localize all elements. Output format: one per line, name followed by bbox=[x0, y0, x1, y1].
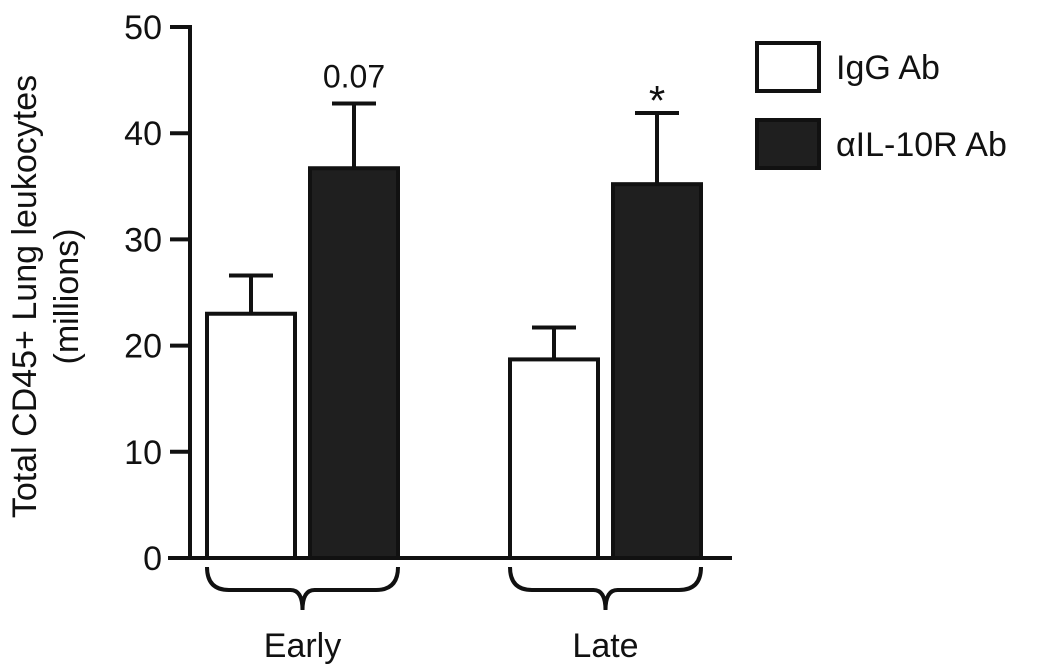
bar bbox=[508, 357, 600, 560]
y-axis-label: Total CD45+ Lung leukocytes (millions) bbox=[6, 75, 86, 518]
bar bbox=[205, 311, 297, 560]
y-tick-label: 20 bbox=[124, 328, 162, 366]
y-tick-label: 50 bbox=[124, 9, 162, 47]
y-tick-label: 40 bbox=[124, 115, 162, 153]
y-tick-label: 10 bbox=[124, 434, 162, 472]
legend-swatch bbox=[755, 118, 821, 170]
y-tick-label: 0 bbox=[143, 540, 162, 578]
legend-label: αIL-10R Ab bbox=[836, 126, 1007, 164]
significance-label: * bbox=[649, 77, 665, 124]
bar bbox=[308, 166, 400, 560]
y-axis-label-line1: Total CD45+ Lung leukocytes bbox=[6, 75, 44, 518]
legend-swatch bbox=[755, 41, 821, 93]
significance-label: 0.07 bbox=[323, 58, 385, 94]
bar bbox=[611, 182, 703, 560]
category-brace bbox=[205, 566, 400, 611]
annotations: 0.07 * bbox=[323, 58, 665, 124]
y-axis-label-line2: (millions) bbox=[48, 229, 86, 365]
y-tick-label: 30 bbox=[124, 221, 162, 259]
x-tick-label: Early bbox=[264, 627, 341, 665]
bars: Early Late bbox=[205, 101, 703, 665]
legend-label: IgG Ab bbox=[836, 49, 940, 87]
x-tick-label: Late bbox=[572, 627, 638, 665]
legend: IgG Ab αIL-10R Ab bbox=[755, 41, 1007, 170]
category-brace bbox=[508, 566, 703, 611]
